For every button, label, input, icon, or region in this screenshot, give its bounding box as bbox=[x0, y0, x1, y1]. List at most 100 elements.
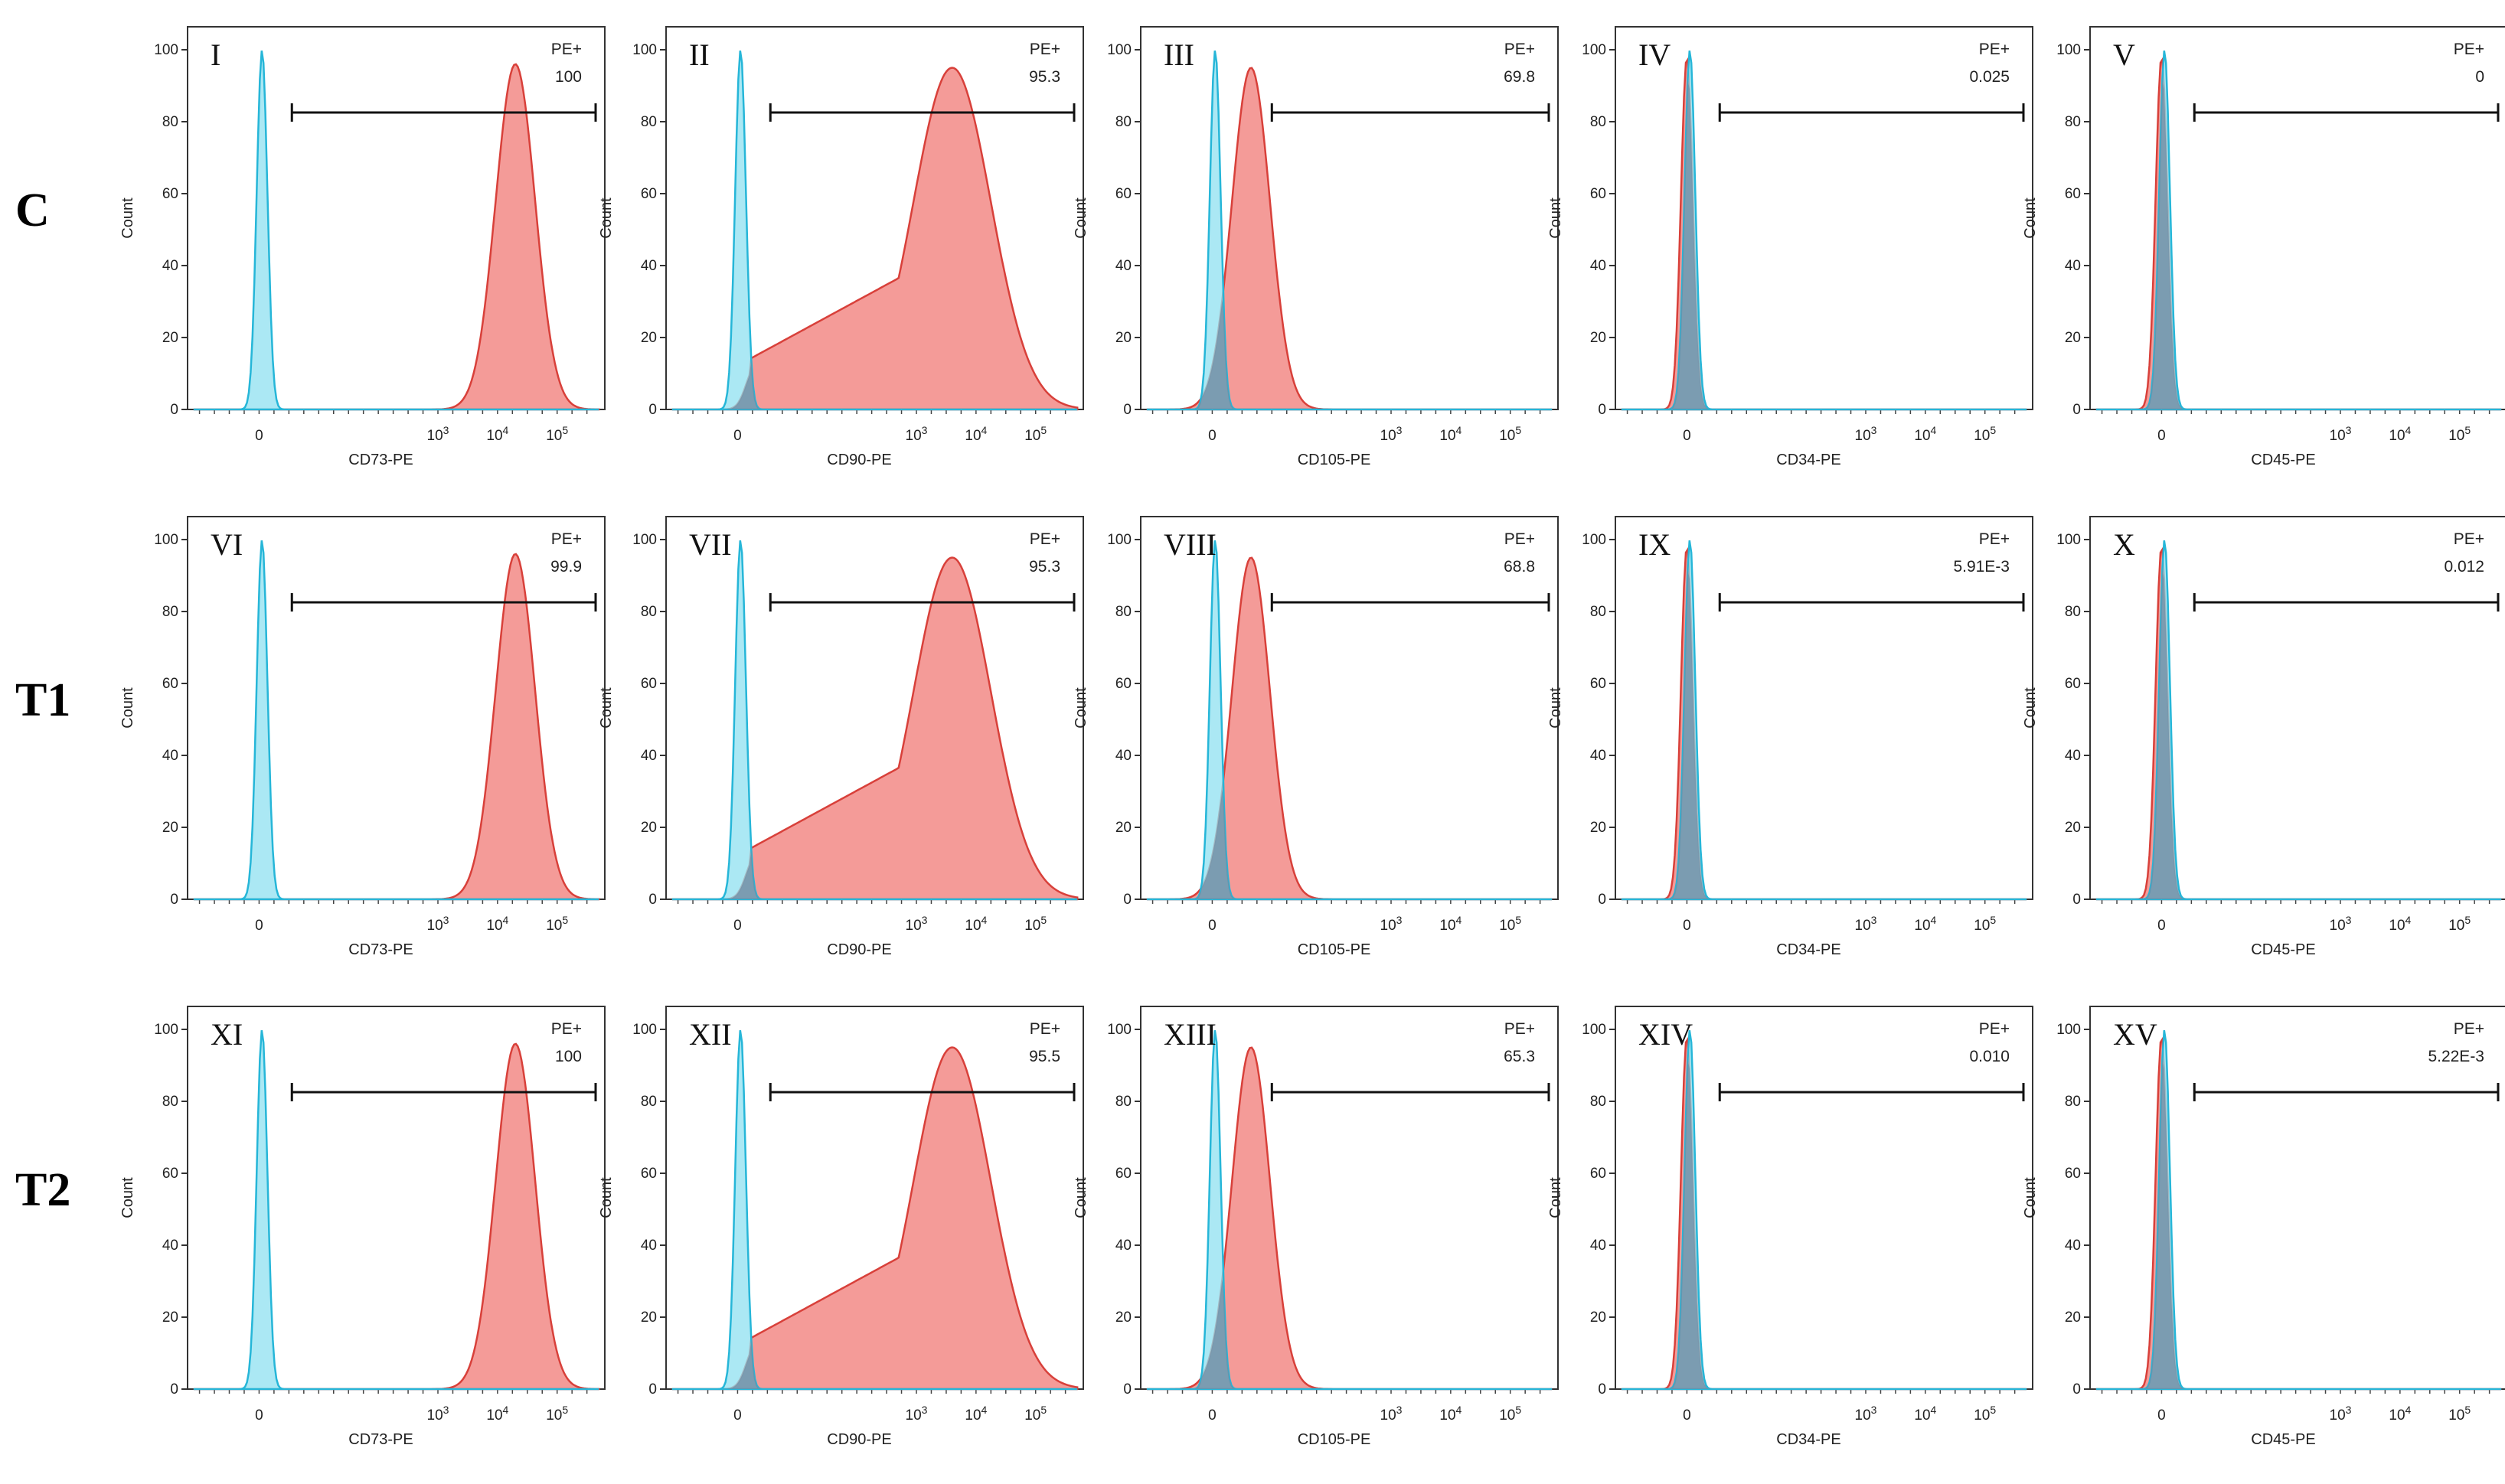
y-tick-label: 100 bbox=[1107, 42, 1132, 58]
x-axis-label: CD105-PE bbox=[1298, 941, 1371, 958]
y-tick-label: 40 bbox=[1590, 748, 1606, 764]
y-tick-label: 40 bbox=[162, 1238, 178, 1254]
y-tick-label: 20 bbox=[1115, 1310, 1132, 1326]
y-tick-label: 60 bbox=[162, 676, 178, 692]
panel-numeral: X bbox=[2113, 527, 2135, 562]
panel-x: 0 20 40 60 80 100 Count 0 103 104 105 CD45-PE X PE+ 0.… bbox=[2022, 516, 2505, 958]
isotype-histogram bbox=[1146, 51, 1553, 411]
x-axis-label: CD90-PE bbox=[827, 941, 891, 958]
panel-v: 0 20 40 60 80 100 Count 0 103 104 105 CD45-PE V PE+ 0 bbox=[2022, 26, 2505, 468]
x-tick-label: 0 bbox=[1208, 1407, 1217, 1424]
y-tick-label: 80 bbox=[641, 1094, 657, 1110]
x-tick-label: 105 bbox=[546, 914, 568, 934]
y-tick-label: 100 bbox=[1107, 1022, 1132, 1038]
y-tick-label: 0 bbox=[648, 402, 657, 418]
gate-label: PE+ bbox=[1979, 1020, 2010, 1038]
gate-percent-value: 95.3 bbox=[1029, 558, 1060, 576]
y-tick-label: 20 bbox=[641, 1310, 657, 1326]
x-tick-label: 105 bbox=[546, 1404, 568, 1424]
x-tick-label: 105 bbox=[2448, 914, 2471, 934]
y-tick-label: 0 bbox=[648, 1381, 657, 1398]
y-tick-label: 100 bbox=[1107, 532, 1132, 548]
x-axis-label: CD90-PE bbox=[827, 452, 891, 468]
y-axis-label: Count bbox=[119, 687, 136, 729]
y-tick-label: 100 bbox=[154, 532, 178, 548]
gate-label: PE+ bbox=[1979, 530, 2010, 548]
panel-numeral: XII bbox=[689, 1017, 732, 1052]
y-axis-label: Count bbox=[119, 1177, 136, 1218]
y-tick-label: 80 bbox=[1590, 604, 1606, 620]
y-tick-label: 40 bbox=[1115, 748, 1132, 764]
y-axis-label: Count bbox=[2022, 687, 2039, 729]
y-tick-label: 80 bbox=[162, 114, 178, 130]
panel-numeral: XIII bbox=[1164, 1017, 1217, 1052]
isotype-histogram bbox=[2095, 51, 2502, 411]
y-tick-label: 40 bbox=[1115, 258, 1132, 274]
y-tick-label: 20 bbox=[2065, 820, 2081, 836]
y-tick-label: 0 bbox=[1598, 402, 1606, 418]
x-axis-label: CD34-PE bbox=[1776, 1431, 1840, 1448]
y-tick-label: 80 bbox=[641, 114, 657, 130]
x-tick-label: 104 bbox=[486, 914, 508, 934]
x-tick-label: 104 bbox=[486, 424, 508, 444]
gate-label: PE+ bbox=[2454, 41, 2484, 58]
isotype-histogram bbox=[2095, 1030, 2502, 1391]
panel-numeral: VI bbox=[211, 527, 243, 562]
x-tick-label: 105 bbox=[1024, 1404, 1047, 1424]
isotype-histogram bbox=[671, 1030, 1078, 1391]
x-tick-label: 104 bbox=[1439, 1404, 1462, 1424]
y-tick-label: 0 bbox=[170, 402, 178, 418]
x-tick-label: 0 bbox=[1208, 918, 1217, 934]
panel-xiv: 0 20 40 60 80 100 Count 0 103 104 105 CD34-PE XIV PE+… bbox=[1547, 1006, 2033, 1448]
row-label-t2: T2 bbox=[15, 1164, 70, 1216]
y-tick-label: 40 bbox=[162, 748, 178, 764]
y-tick-label: 60 bbox=[2065, 676, 2081, 692]
gate-label: PE+ bbox=[2454, 1020, 2484, 1038]
histogram-panels: 0 20 40 60 80 100 Count 0 103 104 105 CD73-PE I PE+ 10… bbox=[119, 26, 2505, 1448]
y-tick-label: 100 bbox=[1582, 1022, 1606, 1038]
x-axis-label: CD45-PE bbox=[2251, 452, 2315, 468]
x-tick-label: 104 bbox=[965, 1404, 987, 1424]
y-tick-label: 60 bbox=[1115, 676, 1132, 692]
gate-label: PE+ bbox=[551, 41, 582, 58]
row-labels: C T1 T2 bbox=[15, 184, 70, 1216]
x-tick-label: 105 bbox=[2448, 424, 2471, 444]
y-tick-label: 100 bbox=[632, 532, 657, 548]
y-tick-label: 60 bbox=[1115, 186, 1132, 202]
x-tick-label: 0 bbox=[733, 918, 742, 934]
y-tick-label: 80 bbox=[2065, 604, 2081, 620]
x-tick-label: 103 bbox=[1380, 424, 1403, 444]
isotype-histogram bbox=[1621, 51, 2027, 411]
x-tick-label: 0 bbox=[733, 428, 742, 444]
y-tick-label: 20 bbox=[1115, 330, 1132, 346]
x-tick-label: 103 bbox=[1855, 424, 1877, 444]
y-tick-label: 80 bbox=[641, 604, 657, 620]
y-tick-label: 60 bbox=[2065, 186, 2081, 202]
y-tick-label: 40 bbox=[2065, 1238, 2081, 1254]
x-tick-label: 0 bbox=[1683, 1407, 1691, 1424]
row-label-t1: T1 bbox=[15, 674, 70, 726]
row-label-c: C bbox=[15, 184, 50, 236]
y-axis-label: Count bbox=[598, 687, 615, 729]
y-tick-label: 20 bbox=[2065, 1310, 2081, 1326]
x-tick-label: 103 bbox=[427, 914, 449, 934]
x-tick-label: 104 bbox=[2389, 914, 2411, 934]
y-tick-label: 40 bbox=[2065, 748, 2081, 764]
gate-label: PE+ bbox=[551, 530, 582, 548]
gate-label: PE+ bbox=[2454, 530, 2484, 548]
y-tick-label: 80 bbox=[2065, 1094, 2081, 1110]
panel-iii: 0 20 40 60 80 100 Count 0 103 104 105 CD105-PE III PE… bbox=[1073, 26, 1559, 468]
panel-numeral: III bbox=[1164, 38, 1194, 72]
y-tick-label: 80 bbox=[1115, 1094, 1132, 1110]
y-tick-label: 40 bbox=[2065, 258, 2081, 274]
x-axis-label: CD105-PE bbox=[1298, 1431, 1371, 1448]
y-tick-label: 80 bbox=[1590, 1094, 1606, 1110]
y-tick-label: 40 bbox=[641, 258, 657, 274]
y-tick-label: 60 bbox=[641, 676, 657, 692]
y-tick-label: 40 bbox=[1115, 1238, 1132, 1254]
gate-label: PE+ bbox=[1504, 41, 1535, 58]
gate-label: PE+ bbox=[551, 1020, 582, 1038]
gate-percent-value: 0 bbox=[2475, 68, 2484, 86]
y-tick-label: 40 bbox=[641, 1238, 657, 1254]
plot-frame bbox=[1140, 1006, 1559, 1390]
